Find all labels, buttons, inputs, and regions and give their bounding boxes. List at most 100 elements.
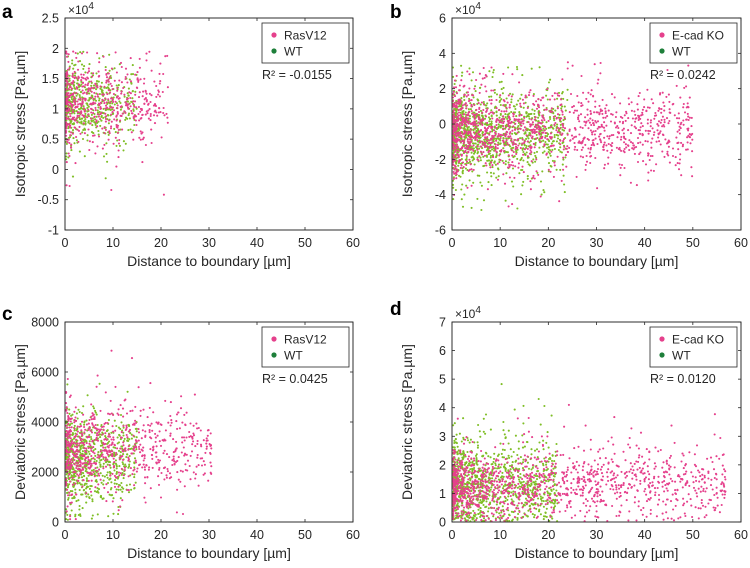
data-point [595, 121, 598, 124]
data-point [529, 140, 532, 143]
data-point [113, 103, 116, 106]
data-point [64, 121, 68, 124]
data-point [476, 151, 480, 154]
data-point [563, 127, 567, 130]
data-point [544, 140, 547, 144]
data-point [106, 476, 109, 479]
data-point [596, 111, 599, 114]
data-point [109, 101, 112, 104]
data-point [577, 101, 580, 104]
axis-exponent: ×104 [455, 1, 481, 17]
data-point [126, 436, 129, 439]
data-point [152, 445, 155, 448]
data-point [176, 427, 179, 430]
data-point [647, 129, 650, 132]
data-point [466, 70, 469, 73]
data-point [522, 129, 525, 132]
data-point [499, 126, 502, 129]
data-point [87, 128, 90, 131]
data-point [691, 150, 694, 153]
data-point [100, 481, 103, 484]
data-point [104, 391, 107, 394]
data-point [496, 143, 499, 147]
data-point [94, 462, 98, 465]
data-point [80, 76, 83, 79]
data-point [87, 446, 90, 450]
data-point [148, 406, 151, 409]
data-point [137, 96, 141, 99]
data-point [85, 479, 89, 482]
data-point [622, 135, 626, 138]
data-point [629, 181, 632, 184]
data-point [568, 146, 571, 149]
data-point [69, 443, 73, 446]
data-point [467, 108, 470, 111]
data-point [513, 105, 516, 108]
data-point [472, 94, 475, 97]
data-point [94, 123, 97, 126]
data-point [133, 457, 137, 460]
data-point [168, 472, 172, 475]
data-point [123, 469, 126, 472]
data-point [488, 133, 491, 136]
data-point [461, 140, 464, 143]
data-point [107, 89, 110, 92]
panel-a: a0 10 20 30 40 50 60-1-0.500.511.522.5×104Dist… [2, 1, 360, 269]
data-point [586, 108, 589, 111]
data-point [485, 90, 488, 93]
data-point [79, 423, 82, 426]
data-point [141, 466, 144, 469]
data-point [545, 121, 548, 124]
data-point [652, 133, 655, 136]
data-point [70, 509, 73, 512]
data-point [161, 439, 164, 442]
data-point [97, 135, 101, 138]
data-point [548, 152, 551, 155]
data-point [78, 83, 81, 86]
data-point [97, 106, 100, 109]
data-point [76, 111, 79, 114]
data-point [128, 483, 132, 486]
data-point [460, 164, 463, 167]
data-point [116, 436, 119, 439]
data-point [102, 465, 105, 468]
data-point [163, 114, 166, 117]
data-point [84, 118, 87, 121]
data-point [78, 116, 81, 119]
data-point [108, 132, 111, 135]
data-point [68, 123, 71, 126]
data-point [119, 404, 122, 407]
data-point [181, 441, 184, 444]
data-point [518, 121, 521, 124]
data-point [84, 439, 87, 442]
data-point [65, 463, 68, 466]
legend-label: WT [672, 44, 691, 58]
data-point [510, 140, 513, 143]
data-point [149, 100, 152, 104]
data-point [519, 137, 522, 140]
data-point [570, 134, 574, 137]
data-point [128, 91, 131, 94]
data-point [75, 500, 78, 503]
data-point [453, 104, 456, 107]
data-point [460, 74, 463, 77]
data-point [664, 138, 667, 141]
data-point [602, 146, 605, 149]
data-point [525, 144, 528, 148]
data-point [150, 422, 153, 425]
data-point [455, 135, 458, 138]
data-point [479, 103, 482, 106]
data-point [525, 134, 528, 137]
data-point [520, 93, 523, 96]
data-point [120, 92, 123, 95]
data-point [78, 460, 81, 463]
data-point [460, 124, 464, 127]
data-point [120, 421, 123, 424]
data-point [470, 79, 473, 82]
data-point [82, 122, 85, 125]
data-point [101, 147, 104, 150]
data-point [543, 150, 546, 153]
data-point [110, 349, 113, 352]
data-point [108, 413, 111, 416]
data-point [132, 108, 135, 111]
